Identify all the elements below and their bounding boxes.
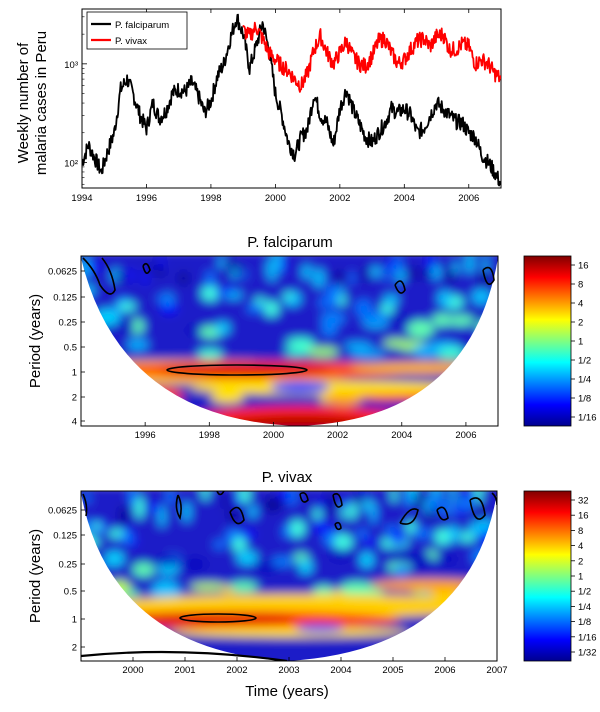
wavelet-x-tick-label: 2002 bbox=[226, 665, 247, 676]
colorbar-tick-label: 8 bbox=[578, 526, 583, 537]
ts-legend-box bbox=[86, 11, 188, 50]
colorbar-tick-label: 1/4 bbox=[578, 602, 591, 613]
colorbar-tick-label: 1 bbox=[578, 337, 583, 348]
colorbar-tick-label: 1/2 bbox=[578, 356, 591, 367]
colorbar-tick-label: 1 bbox=[578, 572, 583, 583]
ts-x-tick-label: 2002 bbox=[329, 193, 350, 204]
wavelet-x-tick-label: 2007 bbox=[486, 665, 507, 676]
series-line-falciparum bbox=[82, 13, 501, 187]
wavelet-y-tick-label: 1 bbox=[72, 368, 77, 379]
wavelet-y-tick-label: 0.25 bbox=[59, 560, 78, 571]
vivax-xlabel: Time (years) bbox=[245, 683, 329, 700]
legend-label-vivax: P. vivax bbox=[115, 36, 147, 47]
falciparum-colorbar-ticks: 16 8 4 2 1 1/2 1/4 1/8 1/16 bbox=[571, 261, 597, 424]
colorbar-tick-label: 32 bbox=[578, 496, 589, 507]
wavelet-x-tick-label: 1996 bbox=[135, 430, 156, 441]
ts-x-tick-label: 1996 bbox=[136, 193, 157, 204]
colorbar-tick-label: 1/8 bbox=[578, 617, 591, 628]
vivax-title: P. vivax bbox=[262, 469, 313, 486]
wavelet-x-tick-label: 2006 bbox=[434, 665, 455, 676]
vivax-spectrum bbox=[81, 491, 497, 661]
falciparum-colorbar bbox=[523, 255, 572, 427]
timeseries-panel: Weekly number of malaria cases in Peru 1… bbox=[15, 8, 502, 204]
wavelet-y-tick-label: 0.5 bbox=[64, 343, 77, 354]
wavelet-y-tick-label: 0.125 bbox=[53, 293, 77, 304]
wavelet-y-tick-label: 1 bbox=[72, 615, 77, 626]
vivax-ylabel: Period (years) bbox=[27, 529, 44, 623]
colorbar-tick-label: 8 bbox=[578, 280, 583, 291]
colorbar-tick-label: 16 bbox=[578, 511, 589, 522]
ts-legend: P. falciparum P. vivax bbox=[86, 11, 188, 50]
wavelet-x-tick-label: 2001 bbox=[174, 665, 195, 676]
vivax-significance-contours bbox=[81, 491, 497, 661]
wavelet-y-tick-label: 0.5 bbox=[64, 587, 77, 598]
colorbar-tick-label: 4 bbox=[578, 541, 583, 552]
ts-y-tick-label: 10³ bbox=[64, 60, 78, 71]
ts-ylabel-line2: malaria cases in Peru bbox=[33, 31, 50, 175]
ts-y-tick-label: 10² bbox=[64, 158, 78, 169]
falciparum-spectrum bbox=[81, 256, 498, 426]
falciparum-title: P. falciparum bbox=[247, 234, 333, 251]
wavelet-x-tick-label: 2005 bbox=[382, 665, 403, 676]
wavelet-x-tick-label: 2004 bbox=[391, 430, 412, 441]
ts-x-tick-label: 2000 bbox=[265, 193, 286, 204]
colorbar-tick-label: 1/16 bbox=[578, 632, 597, 643]
wavelet-y-tick-label: 2 bbox=[72, 393, 77, 404]
ts-x-tick-label: 2006 bbox=[458, 193, 479, 204]
ts-x-tick-label: 2004 bbox=[394, 193, 415, 204]
wavelet-y-tick-label: 4 bbox=[72, 417, 77, 428]
falciparum-plot-frame bbox=[80, 255, 499, 427]
falciparum-wavelet-panel: P. falciparum Period (years) bbox=[27, 234, 597, 441]
ts-lines bbox=[82, 13, 501, 187]
legend-label-falciparum: P. falciparum bbox=[115, 20, 169, 31]
colorbar-tick-label: 1/16 bbox=[578, 413, 597, 424]
wavelet-x-tick-label: 2000 bbox=[263, 430, 284, 441]
wavelet-y-tick-label: 0.25 bbox=[59, 318, 78, 329]
vivax-wavelet-panel: P. vivax Period (years) bbox=[27, 469, 597, 700]
colorbar-tick-label: 1/32 bbox=[578, 648, 597, 659]
colorbar-tick-label: 1/8 bbox=[578, 394, 591, 405]
colorbar-tick-label: 1/2 bbox=[578, 587, 591, 598]
vivax-colorbar bbox=[523, 490, 572, 662]
falciparum-axes: 1996 1998 2000 2002 2004 2006 0.0625 0.125 0.25 0… bbox=[48, 267, 477, 442]
wavelet-y-tick-label: 0.0625 bbox=[48, 267, 77, 278]
wavelet-y-tick-label: 0.125 bbox=[53, 531, 77, 542]
wavelet-y-tick-label: 0.0625 bbox=[48, 506, 77, 517]
series-line-vivax bbox=[242, 21, 501, 93]
ts-x-tick-label: 1998 bbox=[200, 193, 221, 204]
colorbar-tick-label: 4 bbox=[578, 299, 583, 310]
colorbar-tick-label: 2 bbox=[578, 556, 583, 567]
falciparum-ylabel: Period (years) bbox=[27, 294, 44, 388]
vivax-axes: 2000 2001 2002 2003 2004 2005 2006 2007 0.0625 0.… bbox=[48, 506, 508, 677]
wavelet-x-tick-label: 2006 bbox=[455, 430, 476, 441]
ts-x-tick-label: 1994 bbox=[71, 193, 92, 204]
wavelet-x-tick-label: 2002 bbox=[327, 430, 348, 441]
wavelet-x-tick-label: 1998 bbox=[199, 430, 220, 441]
colorbar-tick-label: 16 bbox=[578, 261, 589, 272]
colorbar-tick-label: 1/4 bbox=[578, 375, 591, 386]
falciparum-significance-contours bbox=[82, 257, 495, 376]
ts-ylabel-line1: Weekly number of bbox=[15, 42, 32, 163]
wavelet-x-tick-label: 2004 bbox=[330, 665, 351, 676]
colorbar-tick-label: 2 bbox=[578, 318, 583, 329]
wavelet-x-tick-label: 2000 bbox=[122, 665, 143, 676]
wavelet-y-tick-label: 2 bbox=[72, 643, 77, 654]
wavelet-x-tick-label: 2003 bbox=[278, 665, 299, 676]
ts-axes: 1994 1996 1998 2000 2002 2004 2006 10² 10³ bbox=[64, 9, 479, 204]
vivax-colorbar-ticks: 32 16 8 4 2 1 1/2 1/4 1/8 1/16 1/32 bbox=[571, 496, 597, 659]
